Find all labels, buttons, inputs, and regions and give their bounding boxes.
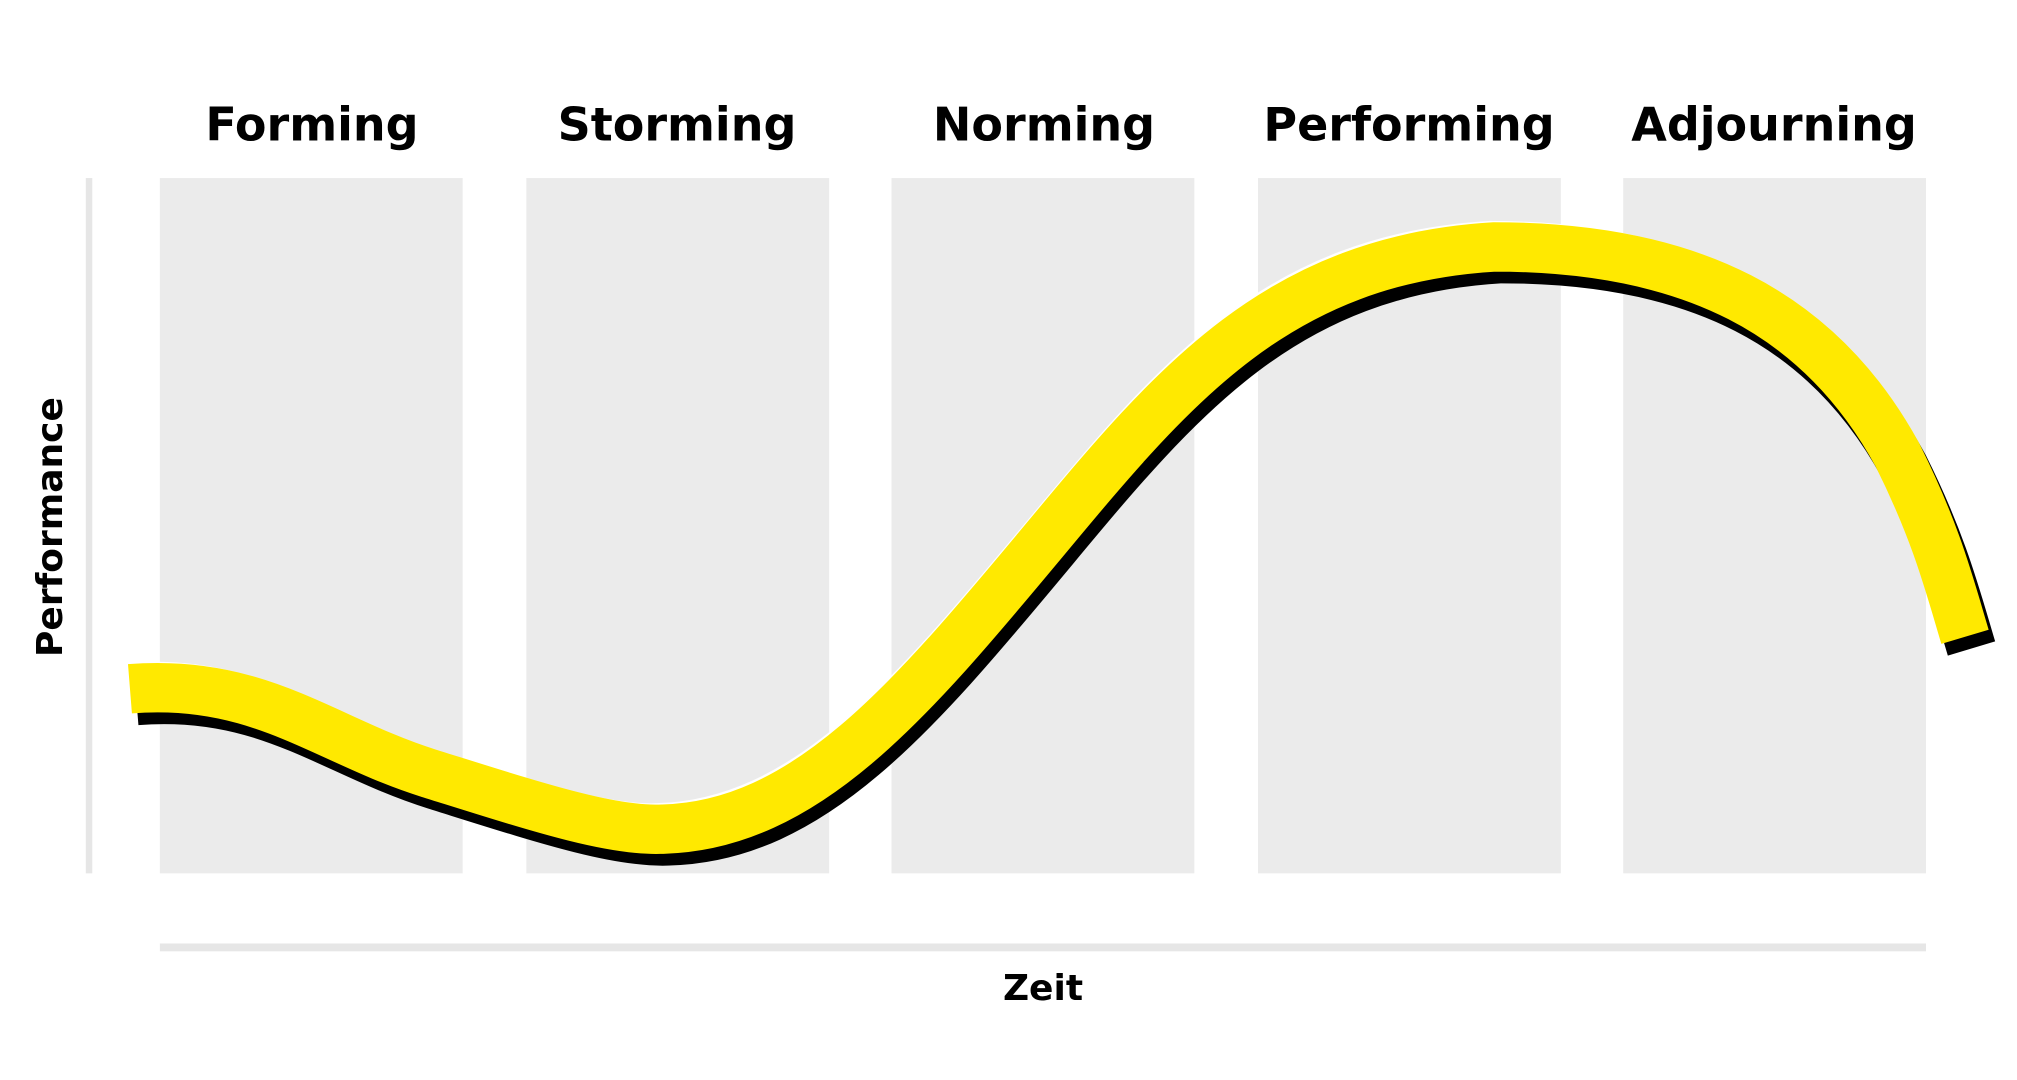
stage-label: Performing — [1263, 98, 1554, 152]
curve — [128, 222, 1989, 854]
stage-label: Adjourning — [1631, 98, 1917, 152]
y-axis-label: Performance — [30, 397, 71, 657]
y-axis-line — [85, 178, 93, 874]
stage-model — [85, 178, 1996, 952]
x-axis-label: Zeit — [1003, 968, 1083, 1009]
performance-curve — [123, 220, 1996, 866]
stage-label: Forming — [205, 98, 418, 152]
x-axis-line — [159, 943, 1927, 952]
stage-label: Norming — [933, 98, 1155, 152]
stage-column — [526, 178, 830, 874]
stage-label: Storming — [558, 98, 797, 152]
